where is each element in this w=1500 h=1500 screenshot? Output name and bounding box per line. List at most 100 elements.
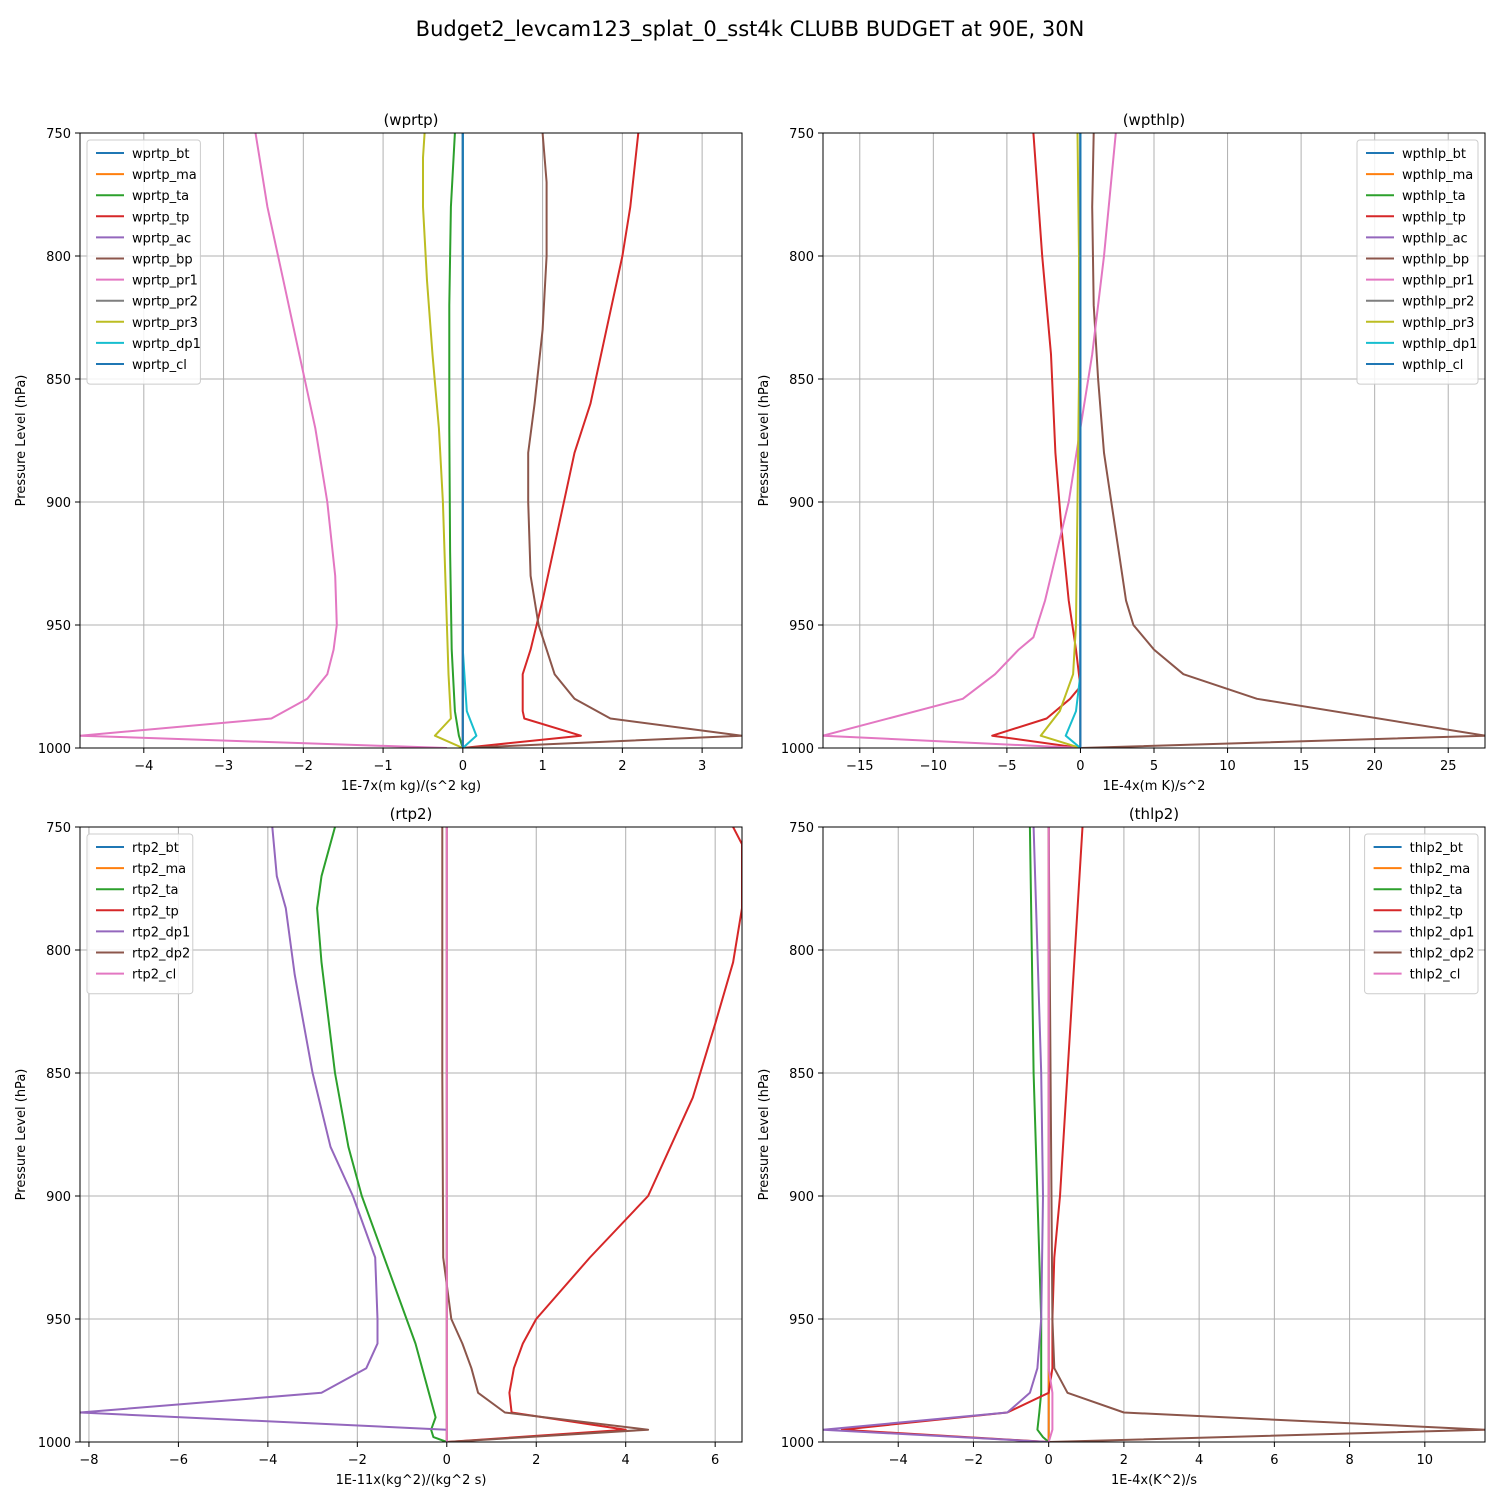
axes-title: (thlp2) [1129,805,1179,823]
y-tick-label: 1000 [781,1436,814,1451]
series-line-rtp2_tp [446,827,742,1442]
legend-label: wprtp_ma [132,168,197,183]
legend-box [1356,139,1479,385]
x-tick-label: 3 [698,759,706,774]
x-tick-label: 25 [1440,759,1457,774]
legend-label: wprtp_pr1 [132,274,198,289]
x-axis-label: 1E-11x(kg^2)/(kg^2 s) [336,1473,487,1488]
legend-box [86,139,201,385]
axes-title: (wpthlp) [1123,111,1186,129]
legend-label: rtp2_bt [132,841,179,856]
y-tick-label: 750 [789,127,814,142]
y-tick-label: 800 [46,944,71,959]
series-line-thlp2_dp1 [823,827,1049,1442]
y-tick-label: 1000 [781,742,814,757]
y-tick-label: 850 [46,1067,71,1082]
x-tick-label: 0 [1076,759,1084,774]
legend-label: wpthlp_pr1 [1402,274,1474,289]
axes-frame [79,826,743,1443]
x-tick-label: −3 [214,759,233,774]
legend-label: wpthlp_ac [1402,231,1468,246]
legend-label: wpthlp_ma [1402,168,1473,183]
x-tick-label: 20 [1366,759,1383,774]
x-tick-label: 10 [1219,759,1236,774]
x-tick-label: 10 [1417,1453,1434,1468]
panel-rtp2: −8 −6 −4 −2 0 2 4 6 750 800 850 900 950 1000 (rtp2) 1E-… [14,805,743,1488]
y-tick-label: 1000 [38,1436,71,1451]
y-tick-label: 950 [789,619,814,634]
y-tick-label: 850 [789,1067,814,1082]
legend-label: wpthlp_bp [1402,253,1469,268]
x-tick-label: 2 [532,1453,540,1468]
y-tick-label: 800 [789,250,814,265]
x-tick-label: 8 [1345,1453,1353,1468]
series-group [80,827,742,1442]
x-tick-label: −2 [348,1453,367,1468]
series-group [80,133,742,748]
x-tick-label: 0 [459,759,467,774]
legend-label: wpthlp_bt [1402,147,1466,162]
y-tick-label: 750 [46,127,71,142]
y-axis-label: Pressure Level (hPa) [14,1069,29,1201]
legend-label: wpthlp_pr3 [1402,316,1474,331]
legend-label: rtp2_cl [132,968,176,983]
y-tick-label: 750 [789,821,814,836]
panel-thlp2: −4 −2 0 2 4 6 8 10 750 800 850 900 950 1000 (thlp2) 1E-… [757,805,1486,1488]
x-tick-label: −4 [134,759,153,774]
legend-label: thlp2_dp1 [1410,925,1475,940]
legend-label: thlp2_bt [1410,841,1463,856]
x-axis-label: 1E-4x(m K)/s^2 [1103,779,1206,794]
series-line-rtp2_dp2 [441,827,650,1442]
y-axis-label: Pressure Level (hPa) [757,1069,772,1201]
y-tick-label: 750 [46,821,71,836]
legend-label: thlp2_cl [1410,968,1461,983]
legend-label: thlp2_tp [1410,904,1463,919]
y-tick-label: 950 [46,619,71,634]
legend-label: wprtp_ac [132,231,191,246]
legend-label: thlp2_ma [1410,862,1471,877]
x-tick-label: −2 [294,759,313,774]
x-tick-label: −1 [373,759,392,774]
legend-label: wpthlp_cl [1402,358,1463,373]
legend: wprtp_bt wprtp_ma wprtp_ta wprtp_tp wprtp_ac… [86,139,201,385]
legend: wpthlp_bt wpthlp_ma wpthlp_ta wpthlp_tpwpth… [1356,139,1479,385]
legend: thlp2_bt thlp2_ma thlp2_ta thlp2_tp thlp2_dp… [1364,833,1479,995]
x-tick-label: 4 [622,1453,630,1468]
legend-label: rtp2_dp2 [132,947,190,962]
figure-suptitle: Budget2_levcam123_splat_0_sst4k CLUBB BU… [416,17,1085,42]
series-line-thlp2_ta [1028,827,1050,1442]
series-line-wprtp_tp [462,133,640,748]
x-axis-label: 1E-4x(K^2)/s [1111,1473,1197,1488]
panel-wprtp: −4 −3 −2 −1 0 1 2 3 750 800 850 900 950 1000 (wprtp) 1E… [14,111,743,794]
legend-label: wpthlp_ta [1402,189,1466,204]
legend-label: rtp2_ma [132,862,186,877]
series-group [823,133,1485,748]
legend-label: thlp2_dp2 [1410,947,1475,962]
x-tick-label: 0 [443,1453,451,1468]
axes-frame [822,826,1486,1443]
axes-frame [79,132,743,749]
y-tick-label: 900 [789,1190,814,1205]
legend-label: wprtp_bt [132,147,189,162]
legend-label: wprtp_pr3 [132,316,198,331]
legend-label: rtp2_ta [132,883,179,898]
x-tick-label: −15 [846,759,873,774]
series-line-wpthlp_tp [991,133,1082,748]
x-tick-label: 1 [538,759,546,774]
legend-label: wpthlp_tp [1402,210,1466,225]
y-tick-label: 900 [46,1190,71,1205]
legend-label: wpthlp_dp1 [1402,337,1477,352]
y-axis-label: Pressure Level (hPa) [757,375,772,507]
x-tick-label: −2 [964,1453,983,1468]
series-line-wprtp_bp [462,133,742,748]
x-tick-label: 4 [1195,1453,1203,1468]
legend-label: wpthlp_pr2 [1402,295,1474,310]
legend-label: wprtp_bp [132,253,193,268]
legend-label: wprtp_tp [132,210,189,225]
x-tick-label: 6 [1270,1453,1278,1468]
axes-title: (wprtp) [383,111,438,129]
y-tick-label: 900 [789,496,814,511]
y-tick-label: 800 [46,250,71,265]
series-line-wpthlp_pr3 [1039,133,1081,748]
